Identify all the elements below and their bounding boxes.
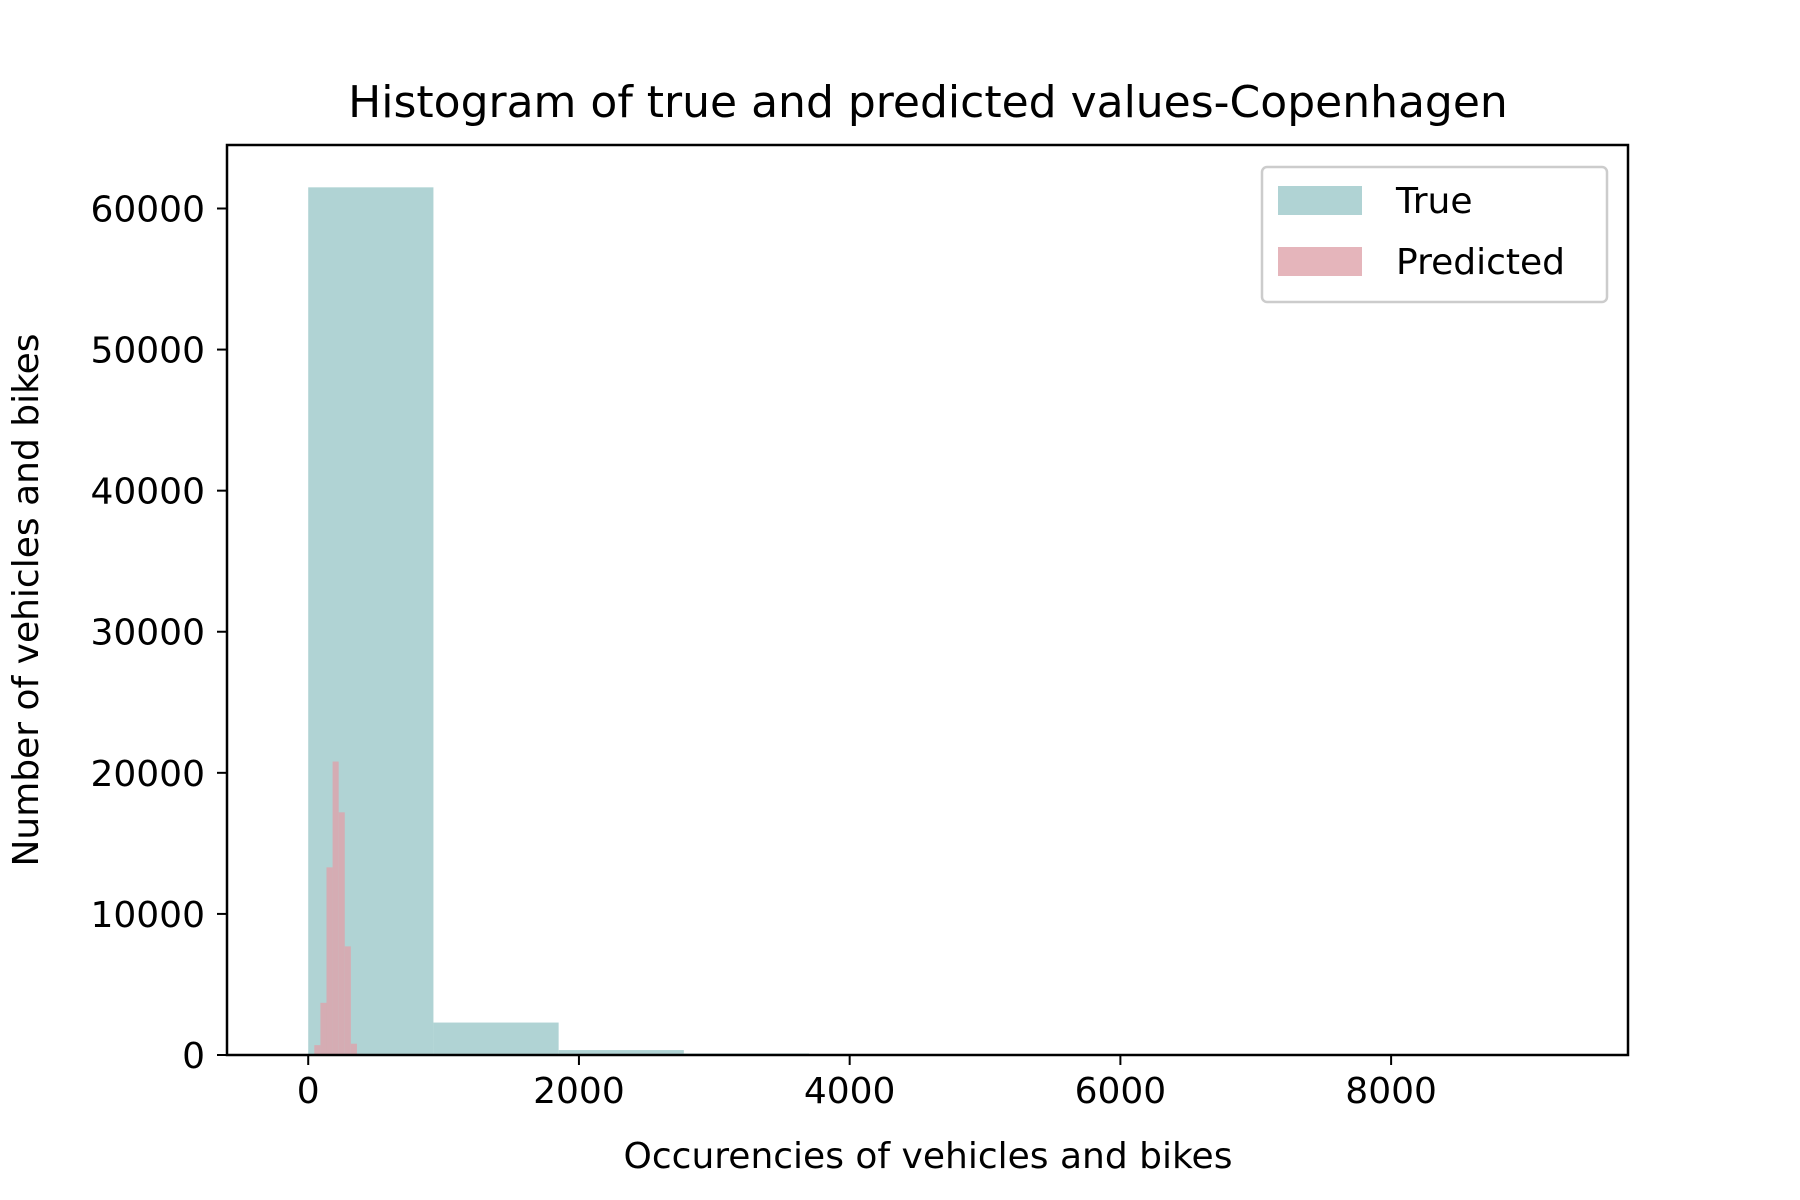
y-axis-label: Number of vehicles and bikes xyxy=(6,333,47,866)
true-series-bars xyxy=(308,187,1561,1056)
y-axis: 0 10000 20000 30000 40000 50000 60000 xyxy=(90,189,227,1077)
predicted-bar-3 xyxy=(332,761,339,1055)
x-tick-label: 8000 xyxy=(1345,1071,1437,1112)
y-tick-label: 20000 xyxy=(90,754,205,795)
x-axis: 0 2000 4000 6000 8000 xyxy=(297,1055,1437,1112)
true-bar-1 xyxy=(433,1022,559,1055)
y-tick-label: 60000 xyxy=(90,189,205,230)
y-tick-label: 0 xyxy=(182,1036,205,1077)
plot-frame xyxy=(225,143,1630,1057)
predicted-bar-4 xyxy=(338,812,345,1055)
x-tick-label: 0 xyxy=(297,1071,320,1112)
x-axis-label: Occurencies of vehicles and bikes xyxy=(624,1136,1233,1177)
predicted-bar-0 xyxy=(314,1045,321,1055)
y-tick-label: 10000 xyxy=(90,895,205,936)
y-tick-label: 40000 xyxy=(90,472,205,513)
legend-label-predicted: Predicted xyxy=(1396,242,1565,283)
chart-title: Histogram of true and predicted values-C… xyxy=(348,77,1508,128)
plot-area xyxy=(225,143,1630,1057)
legend-label-true: True xyxy=(1395,181,1472,222)
predicted-bar-5 xyxy=(344,946,351,1055)
x-tick-label: 2000 xyxy=(533,1071,625,1112)
y-tick-label: 30000 xyxy=(90,613,205,654)
predicted-bar-2 xyxy=(326,867,333,1055)
legend-swatch-true xyxy=(1278,186,1362,215)
predicted-bar-1 xyxy=(320,1002,327,1055)
x-tick-label: 6000 xyxy=(1075,1071,1167,1112)
y-tick-label: 50000 xyxy=(90,331,205,372)
legend: True Predicted xyxy=(1260,165,1609,304)
legend-swatch-predicted xyxy=(1278,247,1362,276)
predicted-bar-6 xyxy=(350,1043,357,1055)
true-bar-2 xyxy=(558,1050,684,1055)
x-tick-label: 4000 xyxy=(804,1071,896,1112)
